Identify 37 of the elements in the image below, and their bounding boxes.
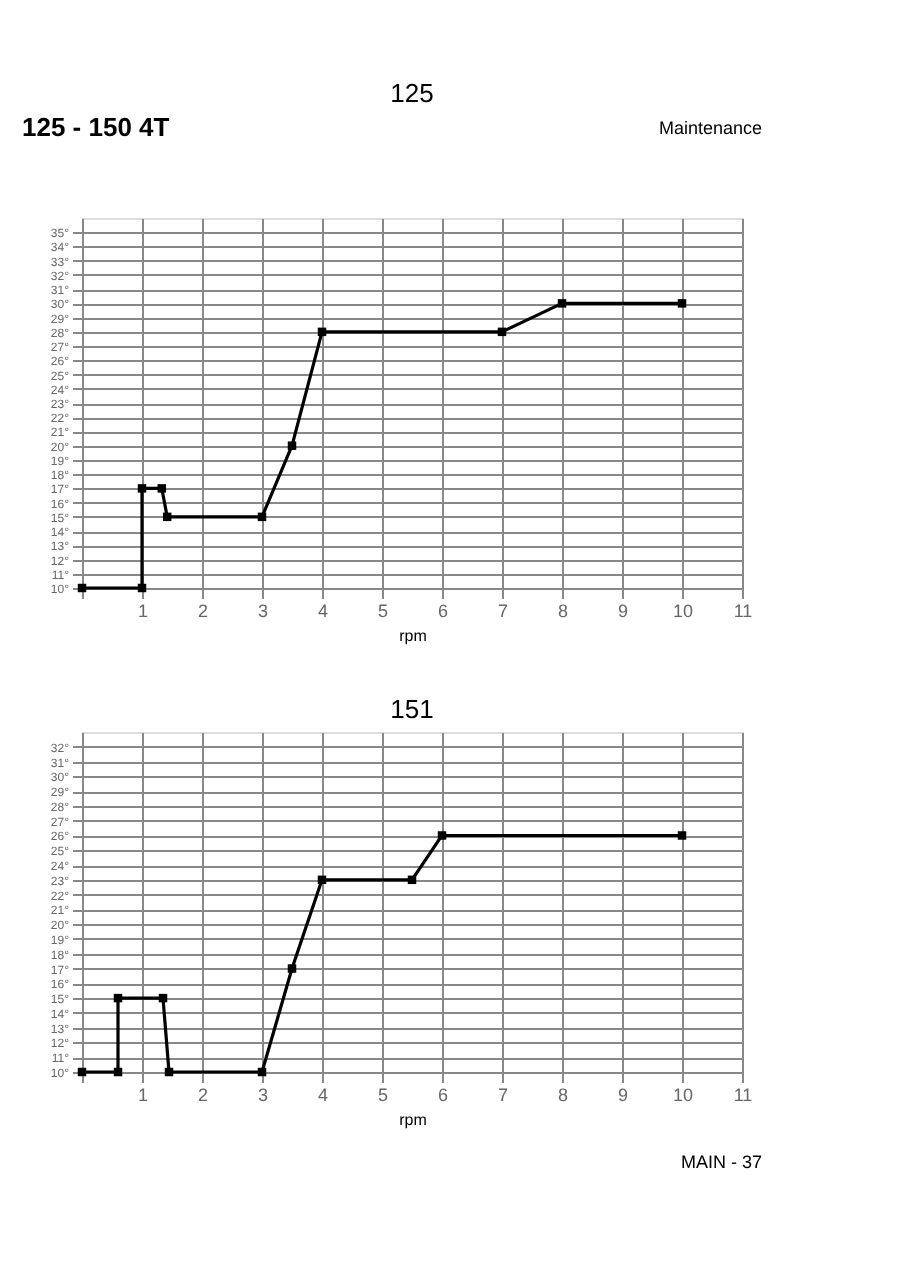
chart-title: 125 <box>390 78 434 108</box>
chart-title: 151 <box>390 694 434 724</box>
x-tick-label: 3 <box>257 601 269 621</box>
x-tick-label: 11 <box>733 601 753 621</box>
x-tick-label: 9 <box>617 601 629 621</box>
x-tick-label: 6 <box>437 601 449 621</box>
x-tick-label: 10 <box>672 1085 694 1105</box>
text: MAIN - 37 <box>680 1152 762 1172</box>
x-tick-label: 4 <box>317 1085 329 1105</box>
text: 125 - 150 4T <box>22 112 170 142</box>
x-tick-label: 2 <box>197 601 209 621</box>
x-tick-label: 8 <box>557 601 569 621</box>
x-tick-label: 5 <box>377 601 389 621</box>
x-tick-label: 1 <box>137 601 149 621</box>
x-tick-label: 3 <box>257 1085 269 1105</box>
x-axis-title: rpm <box>399 1111 428 1129</box>
x-tick-label: 2 <box>197 1085 209 1105</box>
x-tick-label: 7 <box>497 1085 509 1105</box>
text: Maintenance <box>658 118 762 138</box>
point <box>557 299 567 308</box>
x-tick-label: 10 <box>672 601 694 621</box>
point <box>137 484 147 493</box>
x-tick-label: 7 <box>497 601 509 621</box>
x-tick-label: 4 <box>317 601 329 621</box>
x-tick-label: 8 <box>557 1085 569 1105</box>
point <box>677 831 687 840</box>
point <box>677 299 687 308</box>
x-tick-label: 1 <box>137 1085 149 1105</box>
x-axis-title: rpm <box>399 627 428 645</box>
x-tick-label: 5 <box>377 1085 389 1105</box>
point <box>287 441 297 450</box>
point <box>437 831 447 840</box>
x-tick-label: 11 <box>733 1085 753 1105</box>
point <box>287 964 297 973</box>
x-tick-label: 9 <box>617 1085 629 1105</box>
x-tick-label: 6 <box>437 1085 449 1105</box>
point <box>157 484 167 493</box>
